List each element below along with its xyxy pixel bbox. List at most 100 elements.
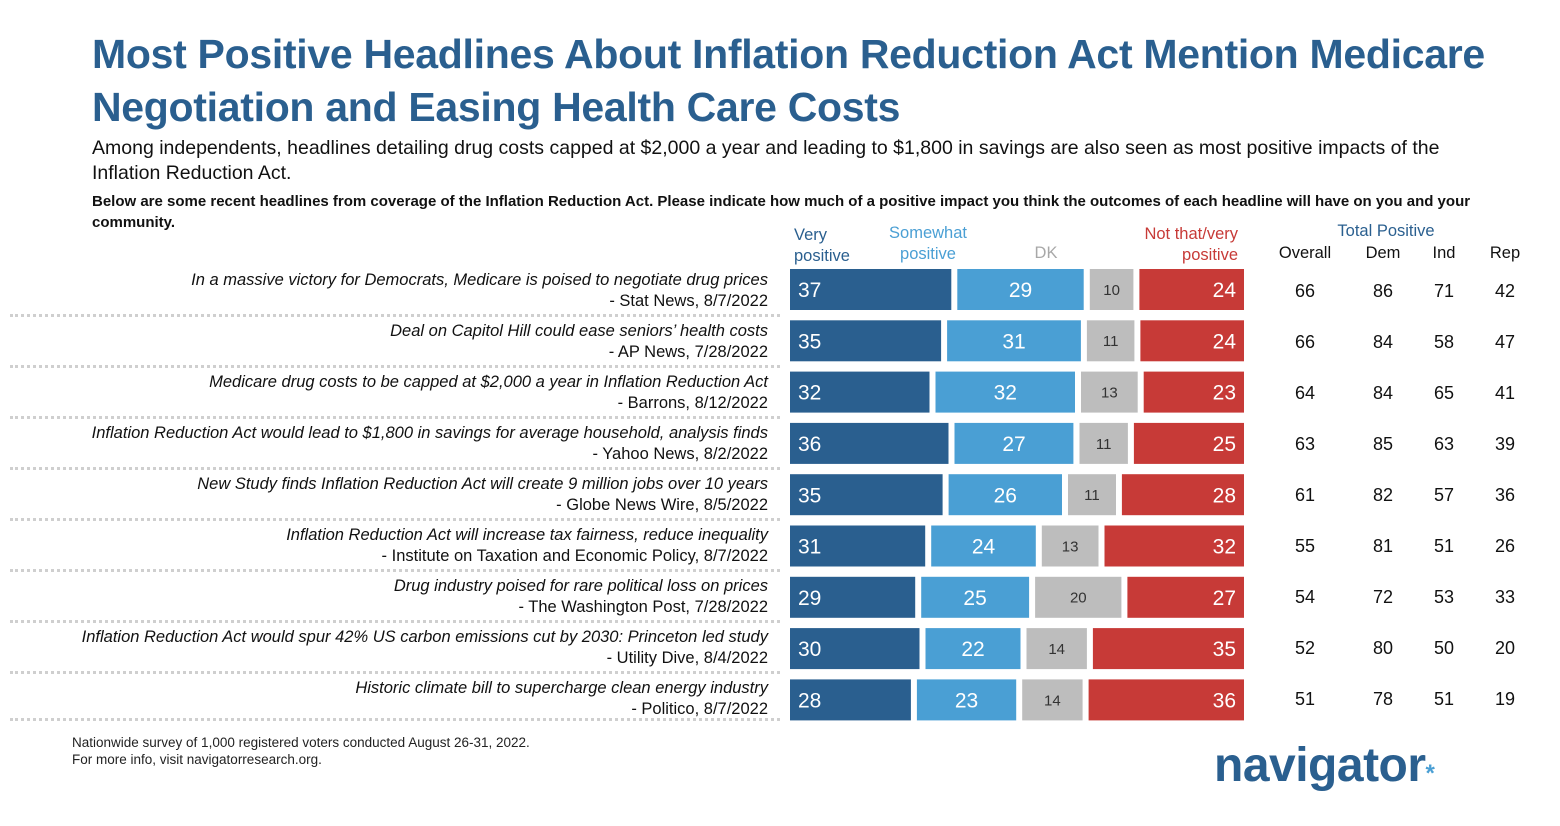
header-somewhat-positive-line1: Somewhat [889,224,967,242]
bar-dk [1089,269,1134,310]
bar-very-positive [790,679,911,721]
label-somewhat-positive: 22 [961,638,984,661]
headline-source: - The Washington Post, 7/28/2022 [518,598,769,616]
header-not-positive-line2: positive [1182,246,1238,264]
total-overall: 61 [1294,485,1316,505]
total-overall: 66 [1294,332,1316,352]
bar-very-positive [790,474,943,516]
label-somewhat-positive: 23 [955,690,978,713]
label-somewhat-positive: 26 [994,484,1017,507]
label-dk: 13 [1101,385,1118,402]
label-dk: 11 [1103,333,1119,350]
total-dem: 84 [1372,332,1394,352]
bar-very-positive [790,525,926,567]
label-dk: 13 [1062,538,1079,555]
total-rep: 42 [1494,281,1516,301]
headline-text: Inflation Reduction Act will increase ta… [286,525,768,567]
label-dk: 11 [1084,487,1100,504]
total-ind: 58 [1433,332,1455,352]
header-very-positive-line1: Very [794,226,828,244]
table-row: In a massive victory for Democrats, Medi… [0,266,1560,318]
bar-dk [1022,679,1083,721]
headline-text: Inflation Reduction Act would spur 42% U… [82,627,768,669]
row-divider [10,620,780,623]
total-overall: 55 [1294,536,1316,556]
headline-source: - Institute on Taxation and Economic Pol… [381,547,768,565]
label-somewhat-positive: 29 [1009,279,1032,302]
total-overall: 63 [1294,434,1316,454]
table-row: Medicare drug costs to be capped at $2,0… [0,368,1560,420]
row-divider [10,518,780,521]
headline-title: Inflation Reduction Act will increase ta… [286,526,768,544]
header-somewhat-positive-line2: positive [900,245,956,263]
total-rep: 39 [1494,434,1516,454]
headline-source: - Globe News Wire, 8/5/2022 [556,496,768,514]
header-not-positive: Not that/very positive [1100,224,1238,266]
headline-source: - Yahoo News, 8/2/2022 [592,445,768,463]
total-ind: 57 [1433,485,1455,505]
total-dem: 78 [1372,689,1394,709]
bar-not-positive [1140,320,1244,362]
survey-question: Below are some recent headlines from cov… [92,193,1471,231]
header-not-positive-line1: Not that/very [1144,225,1238,243]
label-very-positive: 28 [798,690,821,713]
label-very-positive: 32 [798,382,821,405]
total-rep: 26 [1494,536,1516,556]
total-ind: 50 [1433,638,1455,658]
row-divider [10,671,780,674]
headline-title: Medicare drug costs to be capped at $2,0… [209,373,768,391]
label-dk: 20 [1070,590,1087,607]
bar-somewhat-positive [948,474,1062,516]
bar-dk [1086,320,1135,362]
table-row: Historic climate bill to supercharge cle… [0,674,1560,726]
chart-title: Most Positive Headlines About Inflation … [92,31,1485,130]
label-dk: 10 [1103,282,1120,299]
row-divider [10,569,780,572]
total-ind: 63 [1433,434,1455,454]
headline-title: In a massive victory for Democrats, Medi… [191,271,768,289]
table-row: Deal on Capitol Hill could ease seniors’… [0,317,1560,369]
bar-not-positive [1121,474,1244,516]
navigator-logo: navigator* [1214,738,1435,802]
bar-somewhat-positive [921,576,1030,618]
header-dk: DK [1034,244,1058,262]
label-somewhat-positive: 32 [994,382,1017,405]
total-rep: 19 [1494,689,1516,709]
label-not-positive: 24 [1213,330,1237,353]
label-somewhat-positive: 31 [1002,330,1025,353]
headline-text: Deal on Capitol Hill could ease seniors’… [390,321,768,363]
total-overall: 64 [1294,383,1316,403]
headline-source: - Stat News, 8/7/2022 [609,292,768,310]
logo-asterisk: * [1425,760,1435,787]
bar-not-positive [1092,628,1244,670]
bar-dk [1035,576,1122,618]
table-row: Inflation Reduction Act would lead to $1… [0,419,1560,471]
headline-title: Inflation Reduction Act would lead to $1… [91,424,768,442]
label-somewhat-positive: 25 [963,587,986,610]
total-rep: 36 [1494,485,1516,505]
total-dem: 80 [1372,638,1394,658]
total-ind: 65 [1433,383,1455,403]
bar-very-positive [790,320,942,362]
total-dem: 85 [1372,434,1394,454]
bar-somewhat-positive [954,422,1074,464]
bar-not-positive [1104,525,1244,567]
label-somewhat-positive: 27 [1002,433,1025,456]
bar-dk [1041,525,1099,567]
bar-somewhat-positive [925,628,1021,670]
header-rep: Rep [1489,244,1521,262]
header-dem: Dem [1365,244,1401,262]
bar-somewhat-positive [957,269,1084,310]
label-very-positive: 37 [798,279,821,302]
headline-text: New Study finds Inflation Reduction Act … [197,474,768,516]
headline-source: - AP News, 7/28/2022 [608,343,768,361]
footnote-line-2: For more info, visit navigatorresearch.o… [72,752,322,767]
headline-source: - Utility Dive, 8/4/2022 [606,649,768,667]
table-row: Inflation Reduction Act would spur 42% U… [0,623,1560,675]
header-very-positive-line2: positive [794,247,850,265]
bar-not-positive [1127,576,1244,618]
total-overall: 51 [1294,689,1316,709]
total-rep: 41 [1494,383,1516,403]
label-very-positive: 31 [798,536,821,559]
